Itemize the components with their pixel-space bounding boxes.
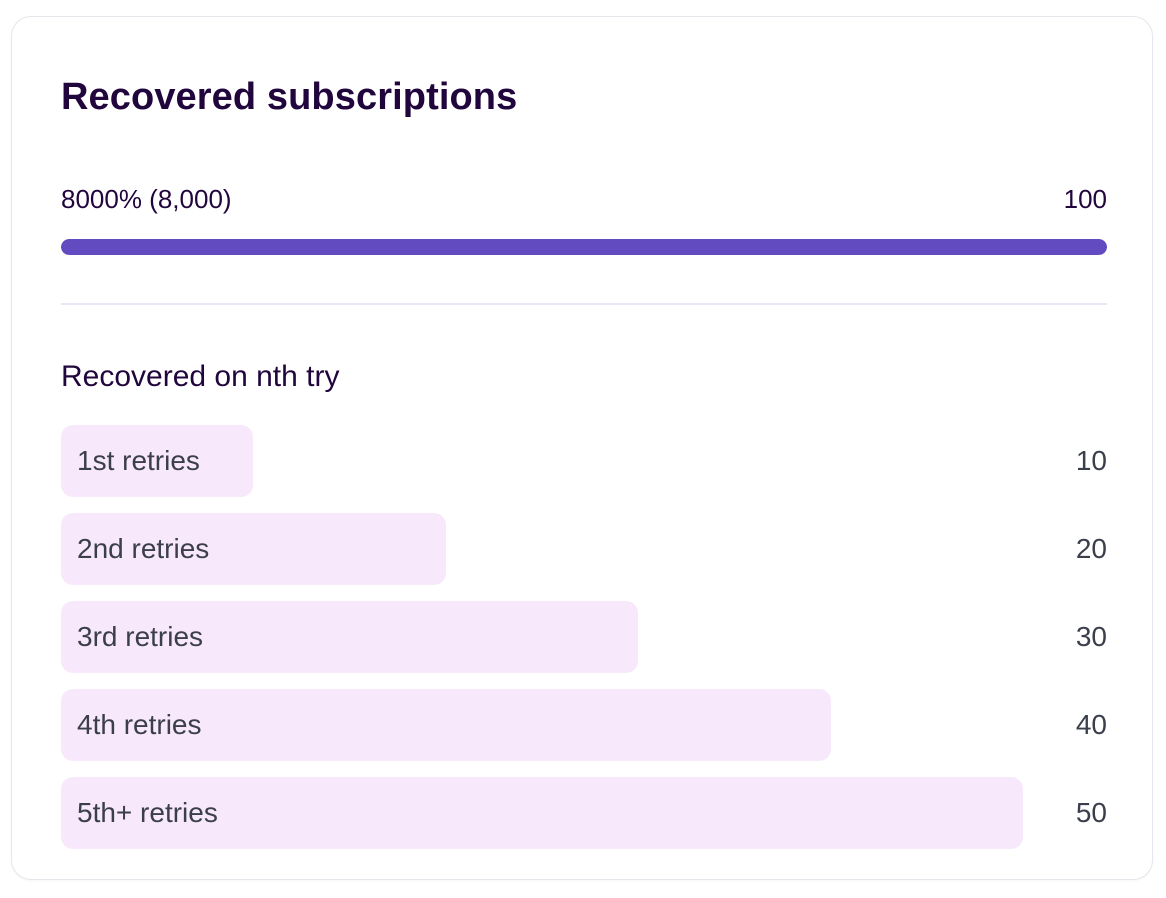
retry-bar xyxy=(61,601,638,673)
retry-bar xyxy=(61,425,253,497)
retry-row: 5th+ retries 50 xyxy=(61,777,1107,849)
retry-label: 3rd retries xyxy=(77,621,204,652)
card-title: Recovered subscriptions xyxy=(61,76,518,118)
recovered-subscriptions-card: Recovered subscriptions 8000% (8,000) 10… xyxy=(11,16,1153,880)
retry-count: 20 xyxy=(1075,533,1107,564)
retry-row: 4th retries 40 xyxy=(61,689,1107,761)
retry-row: 3rd retries 30 xyxy=(61,601,1107,673)
progress-value-label: 8000% (8,000) xyxy=(61,184,232,214)
retry-bar xyxy=(61,513,446,585)
retry-bar xyxy=(61,689,831,761)
retry-row: 2nd retries 20 xyxy=(61,513,1107,585)
retry-count: 50 xyxy=(1075,797,1107,828)
retry-count: 40 xyxy=(1075,709,1107,740)
section-divider xyxy=(61,303,1107,305)
retry-count: 30 xyxy=(1075,621,1107,652)
retry-label: 1st retries xyxy=(77,445,200,476)
retry-label: 5th+ retries xyxy=(77,797,218,828)
retry-label: 4th retries xyxy=(77,709,202,740)
progress-max-label: 100 xyxy=(1063,184,1107,214)
progress-labels: 8000% (8,000) 100 xyxy=(61,183,1107,215)
progress-bar-track xyxy=(61,239,1107,255)
retry-row: 1st retries 10 xyxy=(61,425,1107,497)
retries-heading: Recovered on nth try xyxy=(61,360,340,393)
retry-bar xyxy=(61,777,1023,849)
retry-count: 10 xyxy=(1075,445,1107,476)
progress-bar-fill xyxy=(61,239,1107,255)
retries-list: 1st retries 10 2nd retries 20 3rd retrie… xyxy=(61,425,1107,865)
retry-label: 2nd retries xyxy=(77,533,210,564)
